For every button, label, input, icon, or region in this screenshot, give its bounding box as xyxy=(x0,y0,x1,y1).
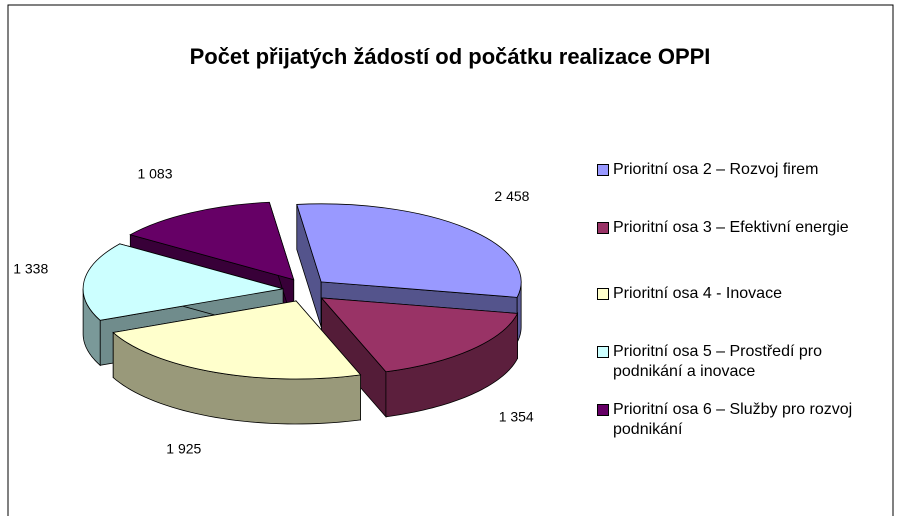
pie-slice xyxy=(112,299,362,425)
pie-slice xyxy=(320,296,519,418)
legend-label: Prioritní osa 5 – Prostředí pro podnikán… xyxy=(613,343,822,380)
chart-frame xyxy=(7,4,894,516)
legend-label: Prioritní osa 2 – Rozvoj firem xyxy=(613,161,819,178)
slice-top xyxy=(82,243,284,321)
slice-top xyxy=(296,203,522,298)
data-label: 1 083 xyxy=(137,165,172,181)
legend-swatch xyxy=(597,164,609,176)
legend-swatch xyxy=(597,288,609,300)
data-label: 1 354 xyxy=(499,408,534,424)
legend-label: Prioritní osa 4 - Inovace xyxy=(613,285,782,302)
slice-top xyxy=(112,300,362,380)
legend-swatch xyxy=(597,346,609,358)
legend-label: Prioritní osa 6 – Služby pro rozvoj podn… xyxy=(613,401,853,438)
legend: Prioritní osa 2 – Rozvoj firem Prioritní … xyxy=(597,160,890,490)
data-label: 2 458 xyxy=(494,188,529,204)
slice-top xyxy=(320,297,519,373)
legend-label: Prioritní osa 3 – Efektivní energie xyxy=(613,219,849,236)
data-label: 1 338 xyxy=(13,260,48,276)
legend-swatch xyxy=(597,404,609,416)
chart-title: Počet přijatých žádostí od počátku reali… xyxy=(190,44,711,69)
legend-swatch xyxy=(597,222,609,234)
data-label: 1 925 xyxy=(166,440,201,456)
slice-top xyxy=(129,201,295,281)
